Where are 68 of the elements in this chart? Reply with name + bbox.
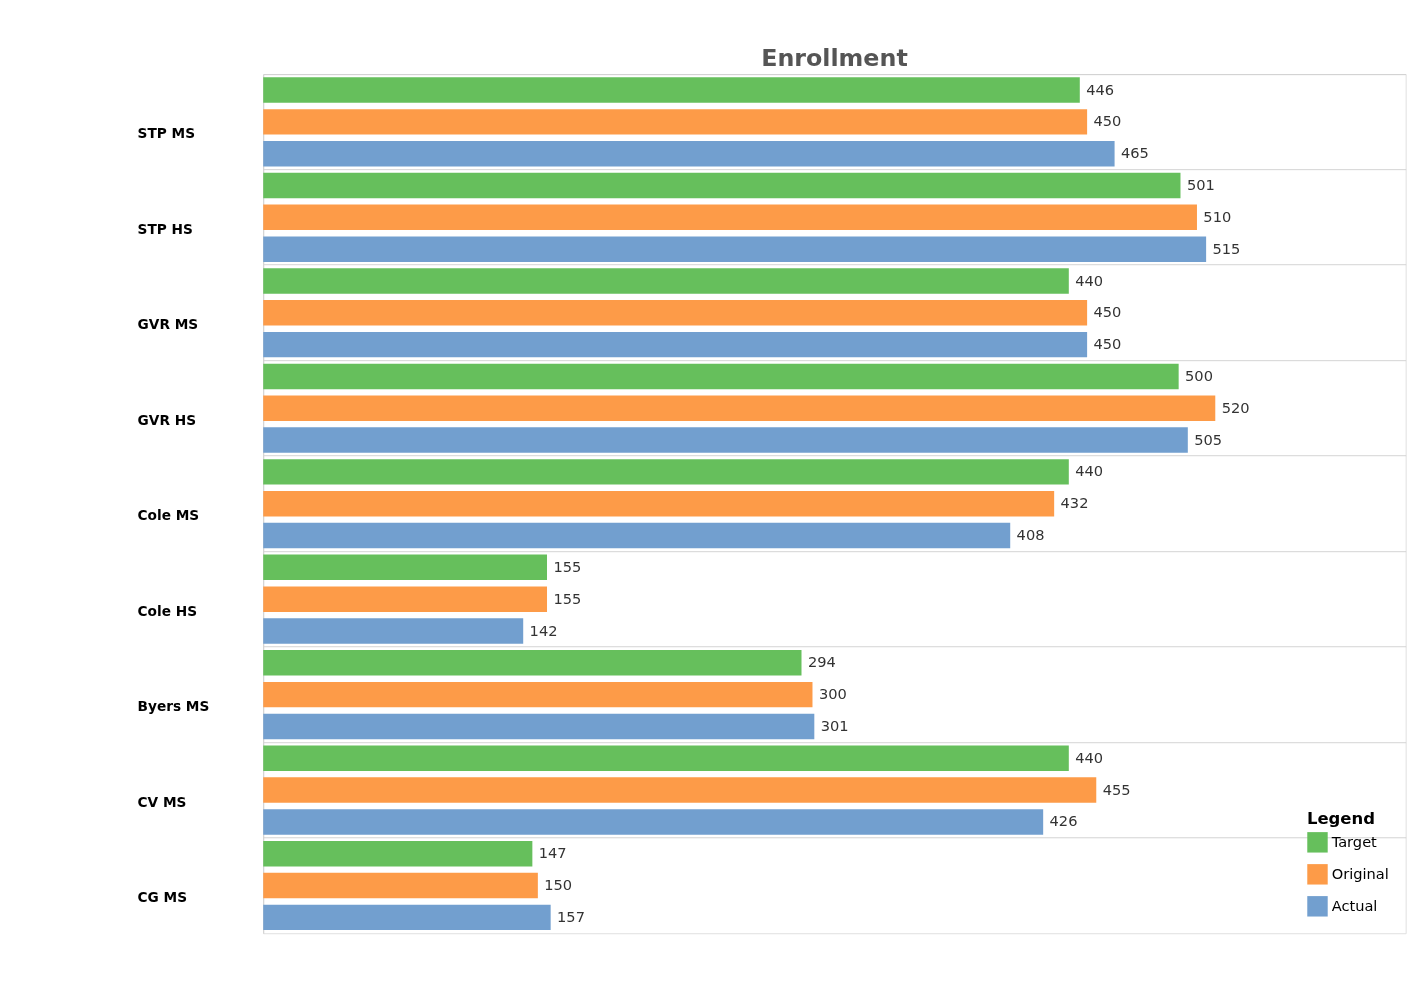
bar: [263, 650, 802, 676]
data-label: 446: [1086, 80, 1115, 98]
data-label: 294: [807, 653, 836, 671]
bar: [263, 777, 1097, 803]
data-label: 510: [1203, 207, 1232, 225]
bar: [263, 77, 1080, 103]
data-label: 155: [553, 589, 582, 607]
data-label: 500: [1185, 367, 1213, 384]
data-label: 440: [1075, 748, 1104, 766]
bar: [263, 904, 551, 931]
bar: [263, 268, 1069, 294]
y-tick-label: STP HS: [137, 220, 193, 237]
bar: [263, 300, 1088, 326]
bar: [263, 363, 1179, 390]
bar: [263, 395, 1216, 421]
y-tick-label: STP MS: [137, 125, 196, 142]
data-label: 450: [1093, 335, 1122, 353]
y-tick-label: CG MS: [137, 889, 188, 905]
y-tick-label: Cole MS: [137, 507, 200, 524]
bar: [263, 809, 1044, 835]
y-tick-label: Byers MS: [137, 698, 210, 715]
data-label: 455: [1102, 780, 1131, 798]
bar: [263, 554, 548, 581]
bar: [263, 713, 815, 740]
bar: [263, 109, 1088, 135]
data-label: 465: [1120, 144, 1149, 162]
data-label: 440: [1075, 271, 1104, 289]
bar: [263, 490, 1055, 517]
bar: [263, 427, 1188, 453]
y-tick-label: GVR MS: [137, 316, 199, 333]
y-tick-label: Cole HS: [137, 602, 198, 619]
data-label: 155: [553, 557, 582, 575]
legend-label: Target: [1330, 832, 1378, 850]
bar: [263, 459, 1069, 485]
data-label: 432: [1060, 494, 1089, 512]
data-label: 501: [1186, 176, 1215, 194]
bar: [263, 140, 1115, 167]
data-label: 300: [818, 685, 847, 703]
data-label: 147: [538, 844, 567, 862]
bar: [263, 172, 1181, 199]
data-label: 450: [1093, 303, 1122, 321]
data-label: 157: [557, 907, 585, 925]
data-label: 450: [1093, 112, 1122, 130]
data-label: 520: [1221, 398, 1250, 416]
data-label: 505: [1194, 430, 1223, 448]
data-label: 408: [1016, 526, 1045, 544]
bar: [263, 872, 538, 899]
bar: [263, 841, 533, 867]
data-label: 301: [820, 717, 849, 735]
bar: [263, 681, 813, 708]
bar: [263, 236, 1207, 262]
y-tick-label: GVR HS: [137, 411, 197, 428]
chart-title: Enrollment: [761, 43, 908, 72]
bar: [263, 618, 524, 644]
legend-title: Legend: [1306, 808, 1375, 828]
bar: [263, 745, 1069, 771]
data-label: 426: [1049, 812, 1078, 830]
data-label: 150: [544, 876, 573, 894]
bar: [263, 204, 1197, 231]
bar: [263, 331, 1088, 358]
y-tick-label: CV MS: [137, 793, 187, 810]
data-label: 515: [1212, 239, 1241, 257]
bar: [263, 522, 1011, 549]
legend-label: Actual: [1331, 896, 1378, 914]
data-label: 440: [1075, 462, 1104, 480]
data-label: 142: [529, 621, 558, 639]
bar: [263, 586, 548, 612]
legend-label: Original: [1331, 864, 1389, 882]
